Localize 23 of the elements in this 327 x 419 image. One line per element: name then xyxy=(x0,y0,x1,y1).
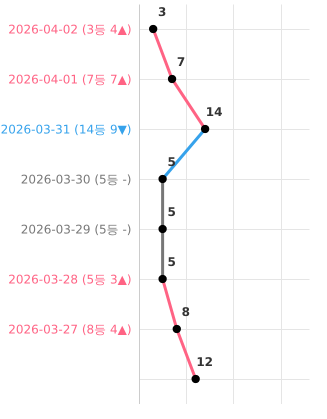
data-label: 8 xyxy=(182,305,190,319)
point xyxy=(200,124,210,134)
y-tick-label: 2026-03-29 (5등 -) xyxy=(20,222,132,236)
data-label: 5 xyxy=(167,205,176,219)
y-tick-label: 2026-03-28 (5등 3▲) xyxy=(8,272,132,286)
point xyxy=(148,24,158,34)
data-label: 12 xyxy=(196,355,214,369)
point xyxy=(158,224,167,234)
y-tick-label: 2026-03-31 (14등 9▼) xyxy=(0,122,132,136)
y-tick-label: 2026-03-30 (5등 -) xyxy=(20,172,132,186)
data-label: 14 xyxy=(206,105,222,119)
y-tick-label: 2026-04-02 (3등 4▲) xyxy=(8,22,132,36)
point xyxy=(168,74,176,84)
data-label: 7 xyxy=(176,55,186,69)
data-label: 3 xyxy=(158,5,166,19)
point xyxy=(158,274,167,284)
y-tick-label: 2026-04-01 (7등 7▲) xyxy=(8,72,132,86)
point xyxy=(191,374,200,384)
point xyxy=(172,324,181,334)
data-label: 5 xyxy=(167,155,176,169)
data-label: 5 xyxy=(167,255,176,269)
point xyxy=(158,174,167,184)
y-tick-label: 2026-03-27 (8등 4▲) xyxy=(8,322,132,336)
